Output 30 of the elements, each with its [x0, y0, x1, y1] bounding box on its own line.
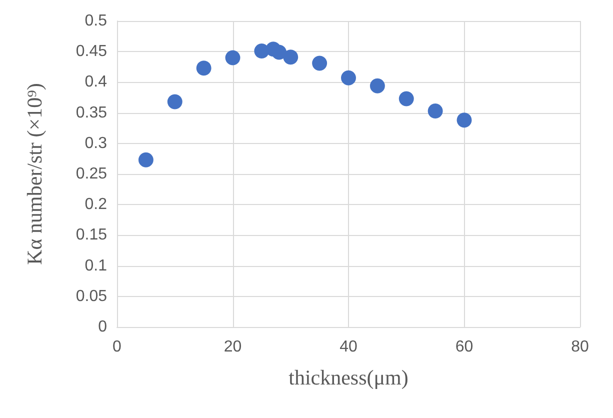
point — [428, 103, 443, 118]
y-axis-title: Kα number/str (×10⁹) — [22, 83, 46, 265]
x-tick-label: 20 — [224, 338, 242, 356]
y-tick-label: 0.4 — [84, 74, 108, 91]
y-tick-label: 0.05 — [76, 288, 108, 305]
y-tick-label: 0 — [98, 318, 108, 336]
x-tick-label: 60 — [455, 338, 474, 356]
y-tick-label: 0.15 — [76, 226, 108, 244]
point — [398, 91, 414, 106]
y-tick-label: 0.35 — [76, 104, 108, 122]
x-tick-label: 0 — [112, 338, 122, 356]
x-axis-title: thickness(μm) — [288, 366, 408, 390]
x-tick-label: 80 — [571, 338, 589, 356]
point — [341, 70, 356, 86]
point — [312, 56, 328, 71]
y-tick-label: 0.1 — [84, 257, 108, 274]
point — [138, 152, 154, 168]
y-tick-label: 0.45 — [76, 43, 108, 60]
point — [456, 112, 472, 128]
point — [196, 60, 212, 76]
y-tick-label: 0.2 — [84, 196, 108, 214]
point — [283, 50, 298, 65]
x-tick-label: 40 — [340, 338, 358, 356]
point — [167, 94, 182, 110]
y-tick-label: 0.5 — [84, 12, 108, 30]
point — [225, 50, 240, 66]
point — [370, 78, 385, 94]
y-tick-label: 0.3 — [84, 134, 108, 152]
y-tick-label: 0.25 — [76, 166, 108, 182]
point — [272, 44, 287, 60]
